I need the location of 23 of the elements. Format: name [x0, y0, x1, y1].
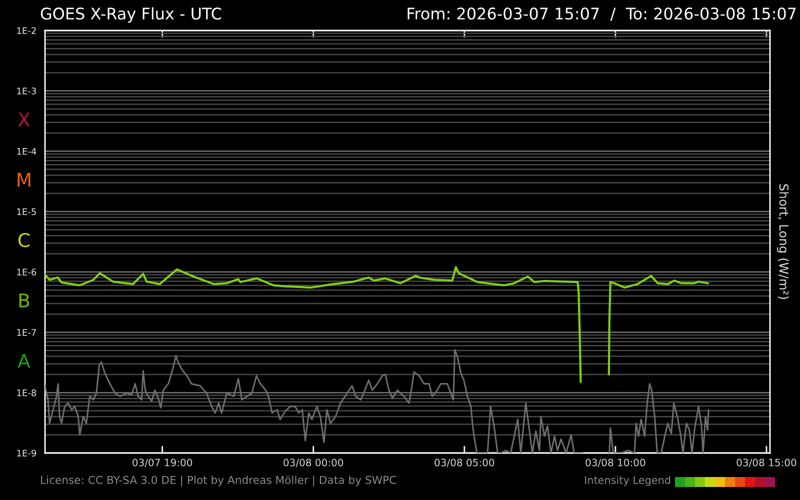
y-tick-label: 1E-4	[17, 148, 36, 155]
x-tick-label: 03/08 00:00	[284, 458, 344, 468]
x-tick-label: 03/08 05:00	[434, 458, 494, 468]
chart-subtitle: From: 2026-03-07 15:07 / To: 2026-03-08 15:07	[408, 8, 796, 21]
x-tick-label: 03/07 19:00	[132, 458, 192, 468]
text: X	[18, 112, 30, 126]
text: Intensity Legend	[585, 476, 670, 486]
y-tick-label: 1E-6	[17, 268, 36, 276]
text: M	[18, 172, 30, 187]
text: C	[18, 233, 30, 248]
y-tick-label: 1E-8	[17, 389, 36, 396]
text: License: CC BY-SA 3.0 DE | Plot by Andreas Möller | Data by SWPC	[41, 476, 396, 486]
y-tick-label: 1E-9	[17, 450, 36, 457]
text: B	[19, 294, 30, 308]
chart-title: GOES X-Ray Flux - UTC	[40, 7, 222, 23]
x-tick-label: 03/08 10:00	[586, 458, 646, 468]
y-axis-title: Short, Long (W/m²)	[776, 184, 789, 299]
text: A	[18, 354, 30, 368]
x-tick-label: 03/08 15:00	[736, 458, 796, 468]
y-tick-label: 1E-5	[17, 208, 36, 216]
y-tick-label: 1E-3	[17, 88, 36, 94]
y-tick-label: 1E-7	[17, 329, 36, 336]
y-tick-label: 1E-2	[17, 27, 36, 34]
